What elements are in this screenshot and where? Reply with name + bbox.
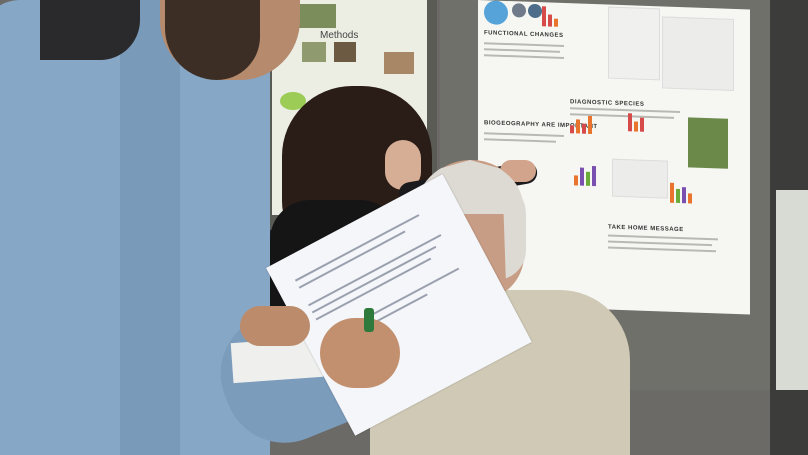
man-writing-hand <box>320 318 400 388</box>
poster-figure-panel <box>608 6 660 81</box>
poster-text-line <box>484 138 556 143</box>
poster-bar <box>570 125 574 134</box>
poster-bar-chart <box>670 179 712 204</box>
poster-figure-panel <box>612 158 668 199</box>
adjacent-poster <box>776 190 808 390</box>
poster-text-line <box>608 234 718 241</box>
poster-heading: FUNCTIONAL CHANGES <box>484 30 564 39</box>
poster-heading: DIAGNOSTIC SPECIES <box>570 99 645 108</box>
poster-text-line <box>484 54 564 60</box>
poster-pie-chart <box>512 3 526 18</box>
poster-bar <box>682 187 686 204</box>
poster-bar <box>548 14 552 27</box>
poster-left-photo <box>384 52 414 74</box>
poster-text-line <box>484 42 564 48</box>
poster-bar <box>580 167 584 186</box>
poster-left-photo <box>302 42 326 62</box>
poster-bar-chart <box>570 111 614 135</box>
poster-bar <box>582 123 586 134</box>
poster-heading: TAKE HOME MESSAGE <box>608 224 684 234</box>
poster-bar <box>586 171 590 186</box>
poster-figure-panel <box>662 16 734 91</box>
poster-bar <box>640 117 644 132</box>
poster-text-line <box>608 246 716 253</box>
poster-pie-chart <box>528 3 542 19</box>
paper-text-line <box>311 245 437 314</box>
poster-bar <box>576 119 580 134</box>
poster-bar <box>676 188 680 204</box>
poster-text-line <box>608 240 712 247</box>
poster-bar <box>634 121 638 132</box>
poster-bar-chart <box>542 2 566 27</box>
shirt-shadow <box>120 0 180 455</box>
poster-pie-chart <box>484 0 508 26</box>
poster-bar <box>670 182 674 203</box>
poster-bar <box>574 175 578 186</box>
poster-text-line <box>484 132 564 138</box>
poster-bar-chart <box>574 163 606 187</box>
poster-bar-chart <box>628 109 672 133</box>
poster-photo <box>688 117 728 169</box>
poster-bar <box>592 165 596 187</box>
poster-bar <box>588 115 592 134</box>
poster-left-photo <box>334 42 356 62</box>
poster-bar <box>542 6 546 27</box>
bag-strap <box>40 0 140 60</box>
poster-text-line <box>484 48 560 53</box>
poster-bar <box>554 18 558 27</box>
poster-left-badge <box>280 92 306 110</box>
poster-bar <box>628 113 632 132</box>
poster-left-title: Methods <box>320 30 359 41</box>
man-left-hand <box>240 306 310 346</box>
poster-bar <box>688 193 692 204</box>
green-pen <box>364 308 374 332</box>
